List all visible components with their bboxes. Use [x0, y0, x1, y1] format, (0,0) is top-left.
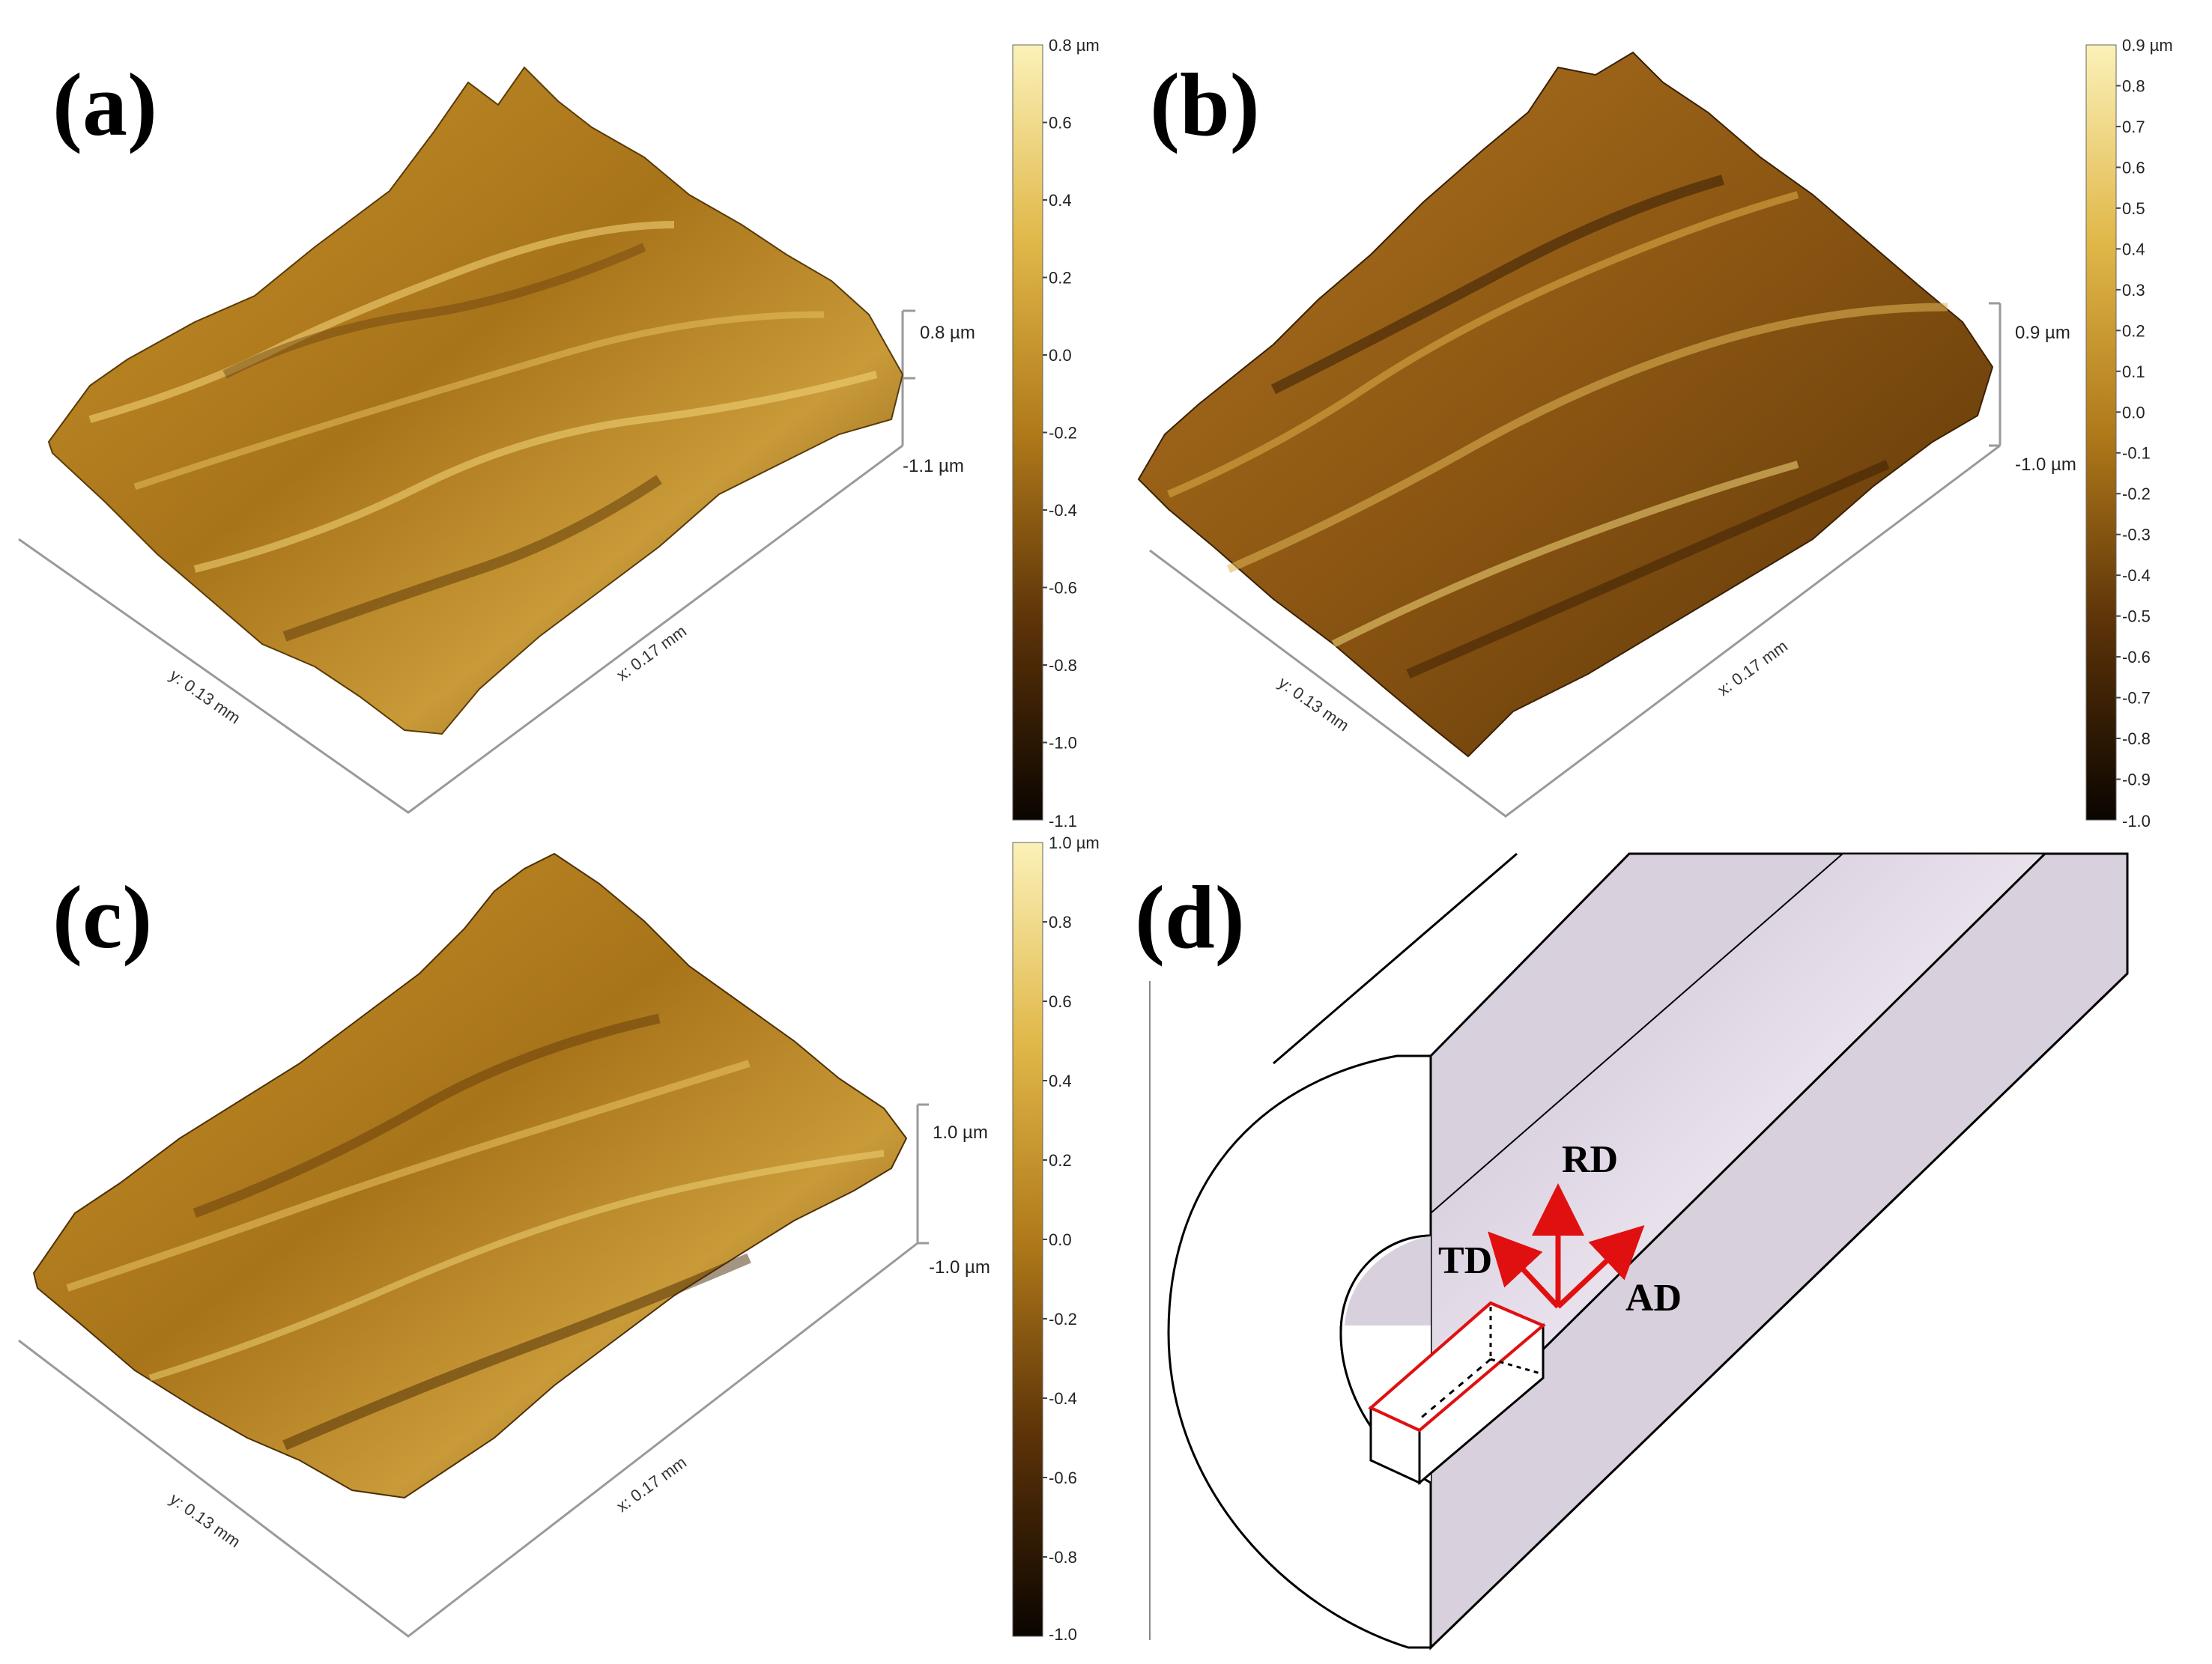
- panel-b-label: (b): [1150, 55, 1260, 154]
- panel-b-base-frame: [1149, 444, 2001, 818]
- panel-c-z-top-label: 1.0 µm: [933, 1123, 988, 1143]
- panel-a-y-axis-label: y: 0.13 mm: [166, 666, 243, 728]
- colorbar-c-top: 1.0 µm: [1049, 833, 1100, 852]
- panel-a: (a) y: 0.13 mm x: 0.17 mm 0.8 µm -1.1 µm: [18, 55, 975, 814]
- colorbar-c-tick-label: -0.8: [1049, 1548, 1077, 1567]
- colorbar-a-gradient: [1012, 44, 1043, 821]
- colorbar-b-tick-label: 0.0: [2122, 403, 2145, 422]
- colorbar-b-tick-label: -0.9: [2122, 771, 2151, 789]
- panel-c-base-frame: [18, 1242, 918, 1638]
- colorbar-b-tick-label: 0.8: [2122, 76, 2145, 95]
- colorbar-a-tick-label: 0.2: [1049, 269, 1072, 288]
- colorbar-b-tick-label: -0.3: [2122, 526, 2151, 544]
- colorbar-b-tick-label: -0.2: [2122, 485, 2151, 503]
- sample-block: [1368, 1301, 1546, 1486]
- colorbar-c-tick-label: -0.4: [1049, 1389, 1077, 1408]
- panel-c-surface: [32, 852, 908, 1499]
- panel-b-z-top-label: 0.9 µm: [2015, 323, 2070, 343]
- colorbar-c-gradient: [1012, 842, 1043, 1637]
- colorbar-c-bottom: -1.0: [1049, 1625, 1077, 1644]
- colorbar-c-tick-label: -0.2: [1049, 1310, 1077, 1329]
- colorbar-a-tick-label: -0.8: [1049, 656, 1077, 675]
- panel-b-y-axis-label: y: 0.13 mm: [1275, 673, 1352, 735]
- colorbar-a-tick-label: -1.0: [1049, 734, 1077, 753]
- colorbar-b-tick-label: -0.4: [2122, 566, 2151, 585]
- panel-a-surface: [47, 66, 904, 735]
- colorbar-a-tick-label: 0.6: [1049, 114, 1072, 133]
- panel-b: (b) y: 0.13 mm x: 0.17 mm 0.9 µm -1.0 µm: [1137, 51, 2076, 818]
- colorbar-b-top: 0.9 µm: [2122, 36, 2173, 55]
- panel-a-base-frame: [18, 444, 903, 814]
- colorbar-b-tick-label: 0.4: [2122, 240, 2145, 258]
- td-arrow: [1488, 1231, 1560, 1309]
- colorbar-b-tick-label: -0.1: [2122, 444, 2151, 463]
- ad-arrow: [1556, 1224, 1645, 1309]
- colorbar-b-tick-label: 0.5: [2122, 199, 2145, 218]
- panel-c: (c) y: 0.13 mm x: 0.17 mm 1.0 µm -1.0 µm: [18, 852, 990, 1638]
- colorbar-a-tick-label: 0.4: [1049, 191, 1072, 210]
- colorbar-c-tick-label: 0.0: [1049, 1230, 1072, 1249]
- panel-d: (d) RD TD: [1135, 852, 2129, 1651]
- colorbar-c-tick-label: 0.2: [1049, 1151, 1072, 1170]
- colorbar-c-tick-label: 0.4: [1049, 1072, 1072, 1090]
- colorbar-b-tick-label: -0.7: [2122, 689, 2151, 708]
- colorbar-c: 1.0 µm 0.8 0.6 0.4 0.2 0.0 -0.2 -0.4 -0.6 -0.8 -…: [1012, 833, 1100, 1644]
- colorbar-c-tick-label: -0.6: [1049, 1469, 1077, 1487]
- colorbar-b-tick-label: 0.3: [2122, 281, 2145, 300]
- colorbar-b-tick-label: -0.5: [2122, 607, 2151, 626]
- panel-d-label: (d): [1135, 867, 1245, 967]
- panel-b-surface: [1137, 51, 1994, 758]
- colorbar-a-tick-label: 0.0: [1049, 346, 1072, 365]
- colorbar-a-top: 0.8 µm: [1049, 36, 1100, 55]
- colorbar-b: 0.9 µm 0.8 0.7 0.6 0.5 0.4 0.3 0.2 0.1 0.0 -0.1 -0…: [2085, 36, 2173, 831]
- panel-c-x-axis-label: x: 0.17 mm: [613, 1453, 690, 1516]
- panel-b-x-axis-label: x: 0.17 mm: [1714, 637, 1791, 699]
- rd-label: RD: [1562, 1138, 1618, 1181]
- colorbar-c-tick-label: 0.8: [1049, 913, 1072, 932]
- colorbar-b-tick-label: 0.2: [2122, 321, 2145, 340]
- panel-a-z-bottom-label: -1.1 µm: [903, 456, 964, 476]
- panel-c-z-bottom-label: -1.0 µm: [929, 1257, 990, 1278]
- colorbar-b-tick-label: -0.8: [2122, 729, 2151, 748]
- colorbar-b-gradient: [2085, 44, 2117, 821]
- td-label: TD: [1438, 1239, 1492, 1282]
- panel-c-label: (c): [52, 867, 152, 967]
- panel-c-y-axis-label: y: 0.13 mm: [166, 1490, 243, 1552]
- colorbar-a: 0.8 µm 0.60.40.20.0-0.2-0.4-0.6-0.8-1.0 …: [1012, 36, 1100, 831]
- panel-b-z-bottom-label: -1.0 µm: [2015, 455, 2076, 475]
- direction-arrows: RD TD AD: [1438, 1138, 1682, 1320]
- colorbar-b-tick-label: 0.6: [2122, 158, 2145, 177]
- colorbar-b-bottom: -1.0: [2122, 812, 2151, 831]
- colorbar-c-tick-label: 0.6: [1049, 992, 1072, 1011]
- colorbar-b-tick-label: -0.6: [2122, 648, 2151, 666]
- colorbar-a-tick-label: -0.4: [1049, 501, 1077, 520]
- colorbar-b-tick-label: 0.7: [2122, 118, 2145, 136]
- colorbar-b-tick-label: 0.1: [2122, 362, 2145, 381]
- colorbar-a-bottom: -1.1: [1049, 812, 1077, 831]
- colorbar-a-tick-label: -0.2: [1049, 424, 1077, 443]
- panel-a-z-top-label: 0.8 µm: [920, 323, 975, 343]
- ad-label: AD: [1625, 1277, 1682, 1320]
- panel-a-label: (a): [52, 55, 157, 154]
- colorbar-a-tick-label: -0.6: [1049, 579, 1077, 598]
